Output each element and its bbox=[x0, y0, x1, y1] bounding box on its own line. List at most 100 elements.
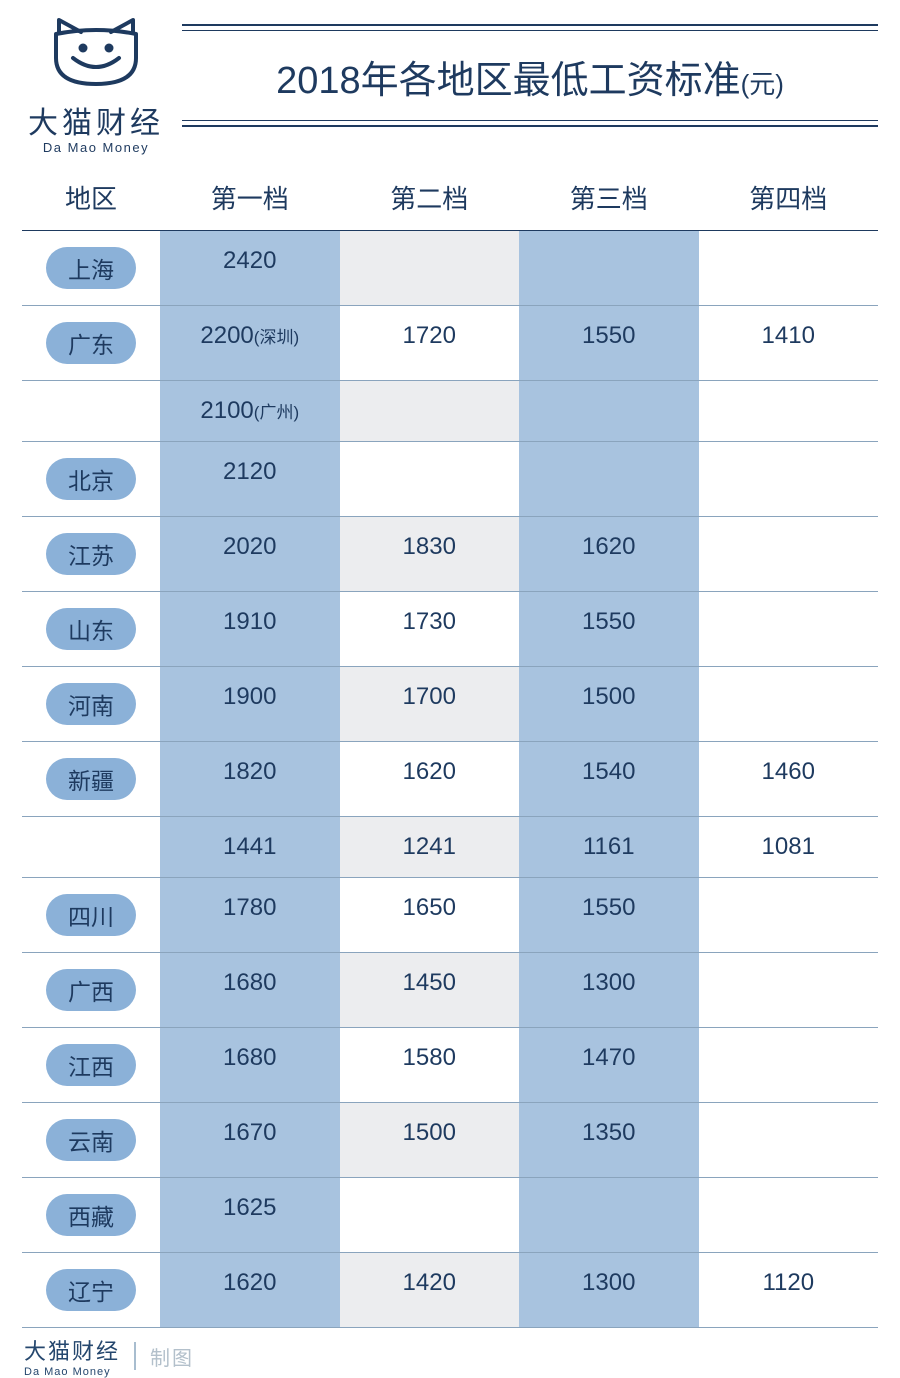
cell-tier4 bbox=[699, 517, 879, 591]
cell-region: 江苏 bbox=[22, 517, 160, 591]
region-pill: 广西 bbox=[46, 969, 136, 1011]
cell-tier2: 1420 bbox=[340, 1253, 520, 1327]
brand-name-cn: 大猫财经 bbox=[28, 98, 164, 142]
cell-tier2: 1700 bbox=[340, 667, 520, 741]
cell-tier3 bbox=[519, 231, 699, 305]
cat-logo-icon bbox=[41, 18, 151, 96]
cell-region: 广东 bbox=[22, 306, 160, 380]
cell-tier1: 1780 bbox=[160, 878, 340, 952]
cell-tier3 bbox=[519, 442, 699, 516]
cell-tier2: 1580 bbox=[340, 1028, 520, 1102]
table-row: 江西168015801470 bbox=[22, 1028, 878, 1103]
cell-tier1: 2020 bbox=[160, 517, 340, 591]
cell-tier3: 1350 bbox=[519, 1103, 699, 1177]
table-row: 上海 2420 bbox=[22, 231, 878, 306]
cell-region: 北京 bbox=[22, 442, 160, 516]
cell-tier1: 1670 bbox=[160, 1103, 340, 1177]
table-header: 地区 第一档 第二档 第三档 第四档 bbox=[22, 165, 878, 231]
cell-region: 河南 bbox=[22, 667, 160, 741]
cell-tier4 bbox=[699, 878, 879, 952]
cell-tier3: 1550 bbox=[519, 878, 699, 952]
footer-brand-cn: 大猫财经 bbox=[24, 1334, 120, 1366]
region-pill: 西藏 bbox=[46, 1194, 136, 1236]
cell-region: 江西 bbox=[22, 1028, 160, 1102]
cell-region: 云南 bbox=[22, 1103, 160, 1177]
cell-tier1: 2420 bbox=[160, 231, 340, 305]
footer-made: 制图 bbox=[150, 1342, 194, 1371]
cell-tier3 bbox=[519, 381, 699, 441]
cell-tier2 bbox=[340, 231, 520, 305]
cell-tier2 bbox=[340, 381, 520, 441]
cell-tier3: 1550 bbox=[519, 306, 699, 380]
cell-tier1: 2200(深圳) bbox=[160, 306, 340, 380]
cell-tier2: 1241 bbox=[340, 817, 520, 877]
footer-divider bbox=[134, 1342, 136, 1370]
table-row: 北京 2120 bbox=[22, 442, 878, 517]
table-row: 2100(广州) bbox=[22, 381, 878, 442]
title-block: 2018年各地区最低工资标准(元) bbox=[182, 18, 878, 127]
table-row: 四川 178016501550 bbox=[22, 878, 878, 953]
table-row: 山东191017301550 bbox=[22, 592, 878, 667]
cell-tier2: 1500 bbox=[340, 1103, 520, 1177]
wage-table: 地区 第一档 第二档 第三档 第四档 上海2420广东2200(深圳)17201… bbox=[22, 165, 878, 1328]
cell-tier4 bbox=[699, 231, 879, 305]
region-pill: 河南 bbox=[46, 683, 136, 725]
table-row: 新疆1820162015401460 bbox=[22, 742, 878, 817]
footer: 大猫财经 Da Mao Money 制图 bbox=[22, 1332, 878, 1378]
cell-tier2: 1730 bbox=[340, 592, 520, 666]
cell-region bbox=[22, 381, 160, 441]
title-main: 2018年各地区最低工资标准 bbox=[276, 60, 741, 102]
footer-brand-en: Da Mao Money bbox=[24, 1366, 120, 1378]
cell-tier3: 1620 bbox=[519, 517, 699, 591]
cell-tier2: 1620 bbox=[340, 742, 520, 816]
cell-tier3: 1161 bbox=[519, 817, 699, 877]
cell-region: 上海 bbox=[22, 231, 160, 305]
cell-tier1: 1625 bbox=[160, 1178, 340, 1252]
cell-tier4 bbox=[699, 1103, 879, 1177]
cell-tier4 bbox=[699, 381, 879, 441]
cell-tier4 bbox=[699, 667, 879, 741]
cell-tier3: 1300 bbox=[519, 953, 699, 1027]
region-pill: 四川 bbox=[46, 894, 136, 936]
cell-tier2: 1720 bbox=[340, 306, 520, 380]
table-row: 1441124111611081 bbox=[22, 817, 878, 878]
cell-tier4: 1460 bbox=[699, 742, 879, 816]
region-pill: 广东 bbox=[46, 322, 136, 364]
table-body: 上海2420广东2200(深圳)1720155014102100(广州)北京21… bbox=[22, 231, 878, 1328]
cell-tier3 bbox=[519, 1178, 699, 1252]
cell-tier1: 2100(广州) bbox=[160, 381, 340, 441]
region-pill: 江西 bbox=[46, 1044, 136, 1086]
page-title: 2018年各地区最低工资标准(元) bbox=[182, 49, 878, 104]
cell-region bbox=[22, 817, 160, 877]
cell-tier1: 1680 bbox=[160, 1028, 340, 1102]
region-pill: 辽宁 bbox=[46, 1269, 136, 1311]
cell-region: 新疆 bbox=[22, 742, 160, 816]
th-tier3: 第三档 bbox=[519, 165, 699, 230]
cell-tier4 bbox=[699, 442, 879, 516]
cell-tier1: 2120 bbox=[160, 442, 340, 516]
cell-tier4 bbox=[699, 1178, 879, 1252]
cell-region: 广西 bbox=[22, 953, 160, 1027]
table-row: 江苏202018301620 bbox=[22, 517, 878, 592]
table-row: 广西168014501300 bbox=[22, 953, 878, 1028]
region-pill: 山东 bbox=[46, 608, 136, 650]
cell-tier3: 1500 bbox=[519, 667, 699, 741]
cell-tier2: 1650 bbox=[340, 878, 520, 952]
table-row: 辽宁1620142013001120 bbox=[22, 1253, 878, 1328]
region-pill: 上海 bbox=[46, 247, 136, 289]
table-row: 西藏 1625 bbox=[22, 1178, 878, 1253]
th-tier1: 第一档 bbox=[160, 165, 340, 230]
cell-region: 四川 bbox=[22, 878, 160, 952]
cell-tier3: 1300 bbox=[519, 1253, 699, 1327]
region-pill: 北京 bbox=[46, 458, 136, 500]
cell-tier4 bbox=[699, 953, 879, 1027]
cell-tier1: 1680 bbox=[160, 953, 340, 1027]
th-tier2: 第二档 bbox=[340, 165, 520, 230]
title-unit: (元) bbox=[741, 69, 784, 99]
brand-name-en: Da Mao Money bbox=[43, 140, 149, 155]
cell-tier3: 1550 bbox=[519, 592, 699, 666]
cell-tier1: 1900 bbox=[160, 667, 340, 741]
cell-region: 西藏 bbox=[22, 1178, 160, 1252]
cell-tier1: 1620 bbox=[160, 1253, 340, 1327]
cell-tier4 bbox=[699, 592, 879, 666]
